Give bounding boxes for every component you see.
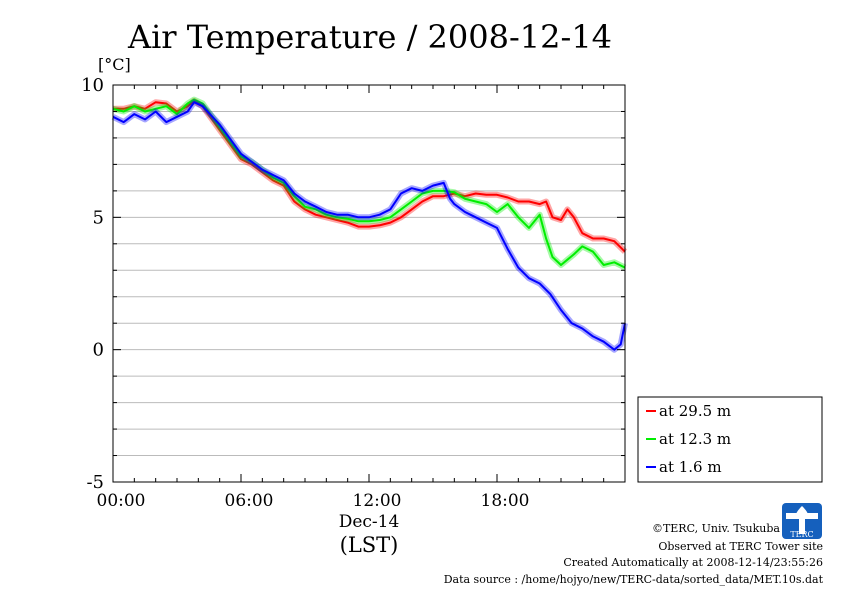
x-tick-label: 12:00 (353, 491, 402, 511)
created-timestamp-text: Created Automatically at 2008-12-14/23:5… (563, 556, 823, 569)
x-tick-label: 00:00 (97, 491, 146, 511)
terc-logo: TERC (782, 503, 822, 539)
y-axis-unit-label: [°C] (98, 55, 131, 74)
y-tick-label: -5 (86, 472, 104, 493)
legend-label: at 1.6 m (659, 458, 722, 476)
y-tick-label: 10 (81, 75, 104, 96)
x-axis-title: (LST) (340, 533, 399, 557)
plot-area-frame (112, 84, 626, 483)
y-tick-label: 5 (93, 207, 104, 228)
x-tick-label: 18:00 (481, 491, 530, 511)
x-tick-label: 06:00 (225, 491, 274, 511)
chart-title: Air Temperature / 2008-12-14 (127, 18, 612, 56)
data-source-text: Data source : /home/hojyo/new/TERC-data/… (444, 573, 824, 586)
x-axis-date-label: Dec-14 (339, 512, 400, 532)
series-halo (113, 97, 628, 254)
legend: at 29.5 m at 12.3 m at 1.6 m (637, 396, 823, 483)
grid-lines (113, 110, 625, 457)
observed-at-text: Observed at TERC Tower site (658, 540, 823, 553)
series-lines (111, 96, 628, 353)
series-line (112, 98, 626, 269)
y-tick-label: 0 (93, 340, 104, 361)
legend-label: at 12.3 m (659, 430, 731, 448)
series-line (112, 101, 626, 351)
legend-label: at 29.5 m (659, 402, 731, 420)
legend-frame (637, 396, 823, 483)
copyright-text: ©TERC, Univ. Tsukuba (652, 522, 780, 535)
x-axis: 00:00 06:00 12:00 18:00 (97, 85, 626, 511)
y-axis: 10 5 0 -5 (81, 75, 625, 493)
terc-logo-text: TERC (790, 530, 813, 539)
